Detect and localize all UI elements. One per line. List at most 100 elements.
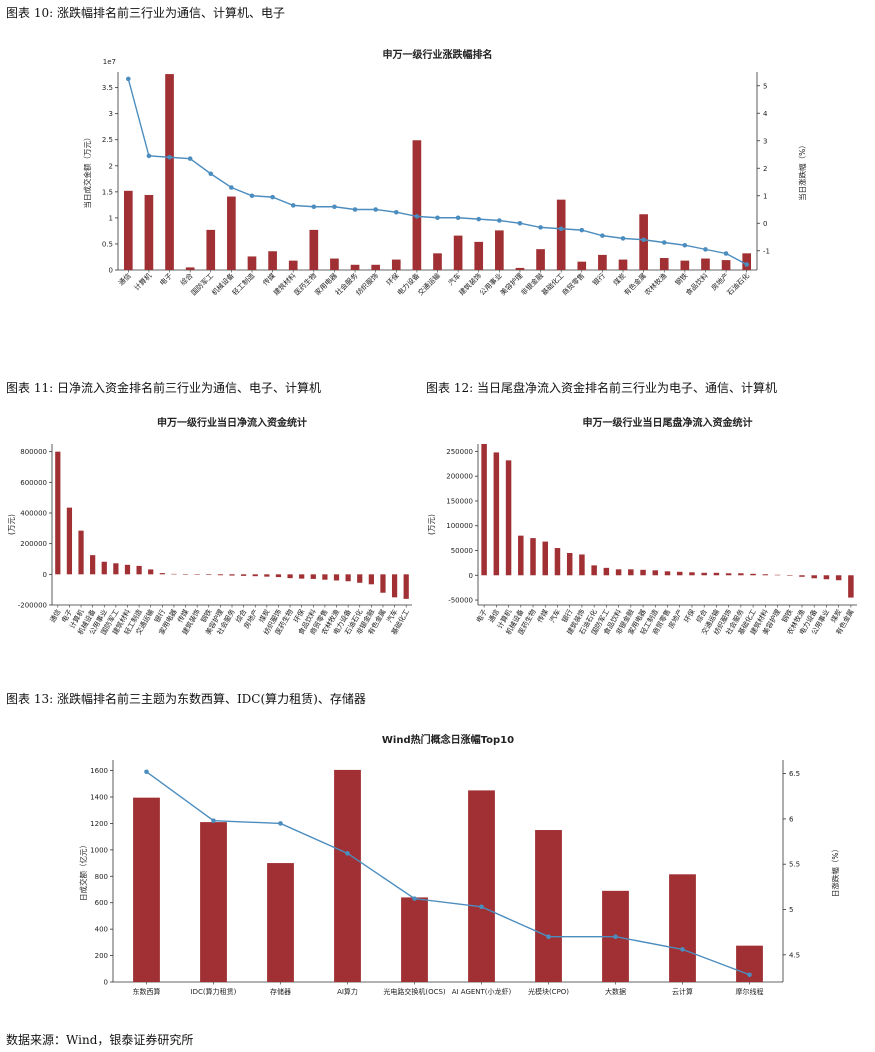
x-tick-label: 商贸零售: [560, 271, 586, 297]
line-point: [613, 934, 618, 939]
y2-axis-label: 当日涨跌幅（%）: [797, 141, 807, 201]
bar: [357, 574, 363, 583]
y-tick-label: 3: [109, 110, 113, 118]
bar: [652, 570, 659, 576]
bar: [556, 199, 566, 270]
bar: [287, 574, 293, 579]
x-tick-label: 通信: [48, 608, 63, 625]
x-tick-label: 东数西算: [133, 987, 161, 996]
chart-title: 申万一级行业当日净流入资金统计: [157, 416, 307, 429]
line-point: [187, 156, 193, 161]
y2-tick-label: 5: [763, 82, 767, 90]
y-tick-label: 200000: [446, 473, 473, 481]
y-tick-label: 1000: [90, 846, 108, 854]
line-point: [479, 904, 484, 910]
bar: [227, 196, 236, 270]
bar: [530, 538, 536, 576]
bar: [542, 541, 548, 576]
x-tick-label: 传媒: [535, 608, 550, 625]
y2-tick-label: 4: [763, 110, 768, 118]
line-point: [747, 972, 752, 978]
bar: [333, 574, 340, 581]
bar: [148, 569, 154, 575]
bar: [835, 575, 842, 581]
bar: [252, 574, 258, 577]
x-tick-label: 传媒: [261, 271, 277, 287]
line-point: [414, 214, 420, 219]
x-tick-label: 存储器: [270, 987, 291, 996]
x-tick-label: IDC(算力租赁): [191, 987, 237, 996]
y2-tick-label: 0: [763, 220, 767, 228]
y2-tick-label: 6: [789, 815, 794, 823]
x-tick-label: 光模块(CPO): [528, 987, 569, 996]
y-tick-label: -50000: [448, 597, 473, 605]
bar: [78, 530, 84, 575]
bar: [823, 575, 830, 580]
y-tick-label: 800: [95, 873, 108, 881]
line-point: [703, 247, 708, 252]
bar: [136, 565, 142, 575]
chart-title: Wind热门概念日涨幅Top10: [382, 733, 514, 746]
bar: [299, 574, 305, 579]
y-tick-label: 50000: [451, 547, 473, 555]
bar: [659, 258, 669, 270]
x-tick-label: 钢铁: [673, 271, 689, 287]
line-point: [455, 215, 461, 221]
line-point: [352, 207, 358, 212]
bar: [493, 452, 500, 576]
line-point: [641, 237, 646, 243]
line-point: [558, 226, 564, 232]
bar: [603, 567, 610, 576]
bar: [206, 574, 212, 575]
bar: [579, 554, 585, 576]
line-point: [620, 236, 626, 241]
line-point: [546, 934, 551, 939]
y-axis-label: (万元): [427, 514, 436, 535]
bar: [55, 451, 61, 575]
y-tick-label: 2.5: [102, 136, 113, 144]
x-tick-label: AI算力: [337, 987, 358, 996]
y-tick-label: 800000: [20, 448, 47, 456]
y-tick-label: 1.5: [102, 188, 113, 196]
y-tick-label: 100000: [446, 522, 473, 530]
x-tick-label: 农林牧渔: [642, 271, 668, 297]
bar: [615, 569, 622, 576]
figure-10-caption: 图表 10: 涨跌幅排名前三行业为通信、计算机、电子: [6, 6, 285, 20]
x-tick-label: 煤炭: [611, 271, 627, 287]
y-offset-label: 1e7: [103, 58, 116, 66]
bar: [275, 574, 282, 578]
bar: [453, 235, 463, 270]
line-point: [661, 240, 667, 245]
bar: [113, 563, 119, 575]
x-tick-label: 计算机: [132, 271, 153, 292]
y-tick-label: 0: [104, 979, 108, 987]
bar: [66, 507, 73, 575]
data-source-note: 数据来源：Wind，银泰证券研究所: [6, 1033, 194, 1047]
bar: [774, 574, 781, 576]
bar: [350, 264, 360, 270]
line-point: [211, 818, 216, 824]
y2-tick-label: 2: [763, 165, 767, 173]
figure-13-caption: 图表 13: 涨跌幅排名前三主题为东数西算、IDC(算力租赁)、存储器: [6, 692, 366, 706]
bar: [598, 254, 607, 270]
bar: [664, 571, 671, 576]
bar: [515, 267, 525, 270]
bar: [345, 574, 351, 582]
line-point: [278, 821, 283, 826]
chart-title: 申万一级行业涨跌幅排名: [383, 48, 493, 61]
bar: [133, 797, 160, 982]
line-point: [144, 769, 149, 775]
bar: [322, 574, 328, 580]
x-tick-label: 电子: [158, 271, 174, 287]
y-tick-label: -200000: [18, 602, 47, 610]
bar: [554, 548, 561, 576]
bar: [811, 575, 817, 579]
line-point: [332, 204, 337, 210]
y2-tick-label: 5.5: [789, 861, 800, 869]
bar: [309, 229, 319, 270]
line-point: [517, 220, 523, 226]
line-point: [680, 947, 685, 952]
y-tick-label: 0: [109, 267, 113, 275]
x-tick-label: 云计算: [672, 987, 693, 996]
bar: [267, 863, 294, 982]
